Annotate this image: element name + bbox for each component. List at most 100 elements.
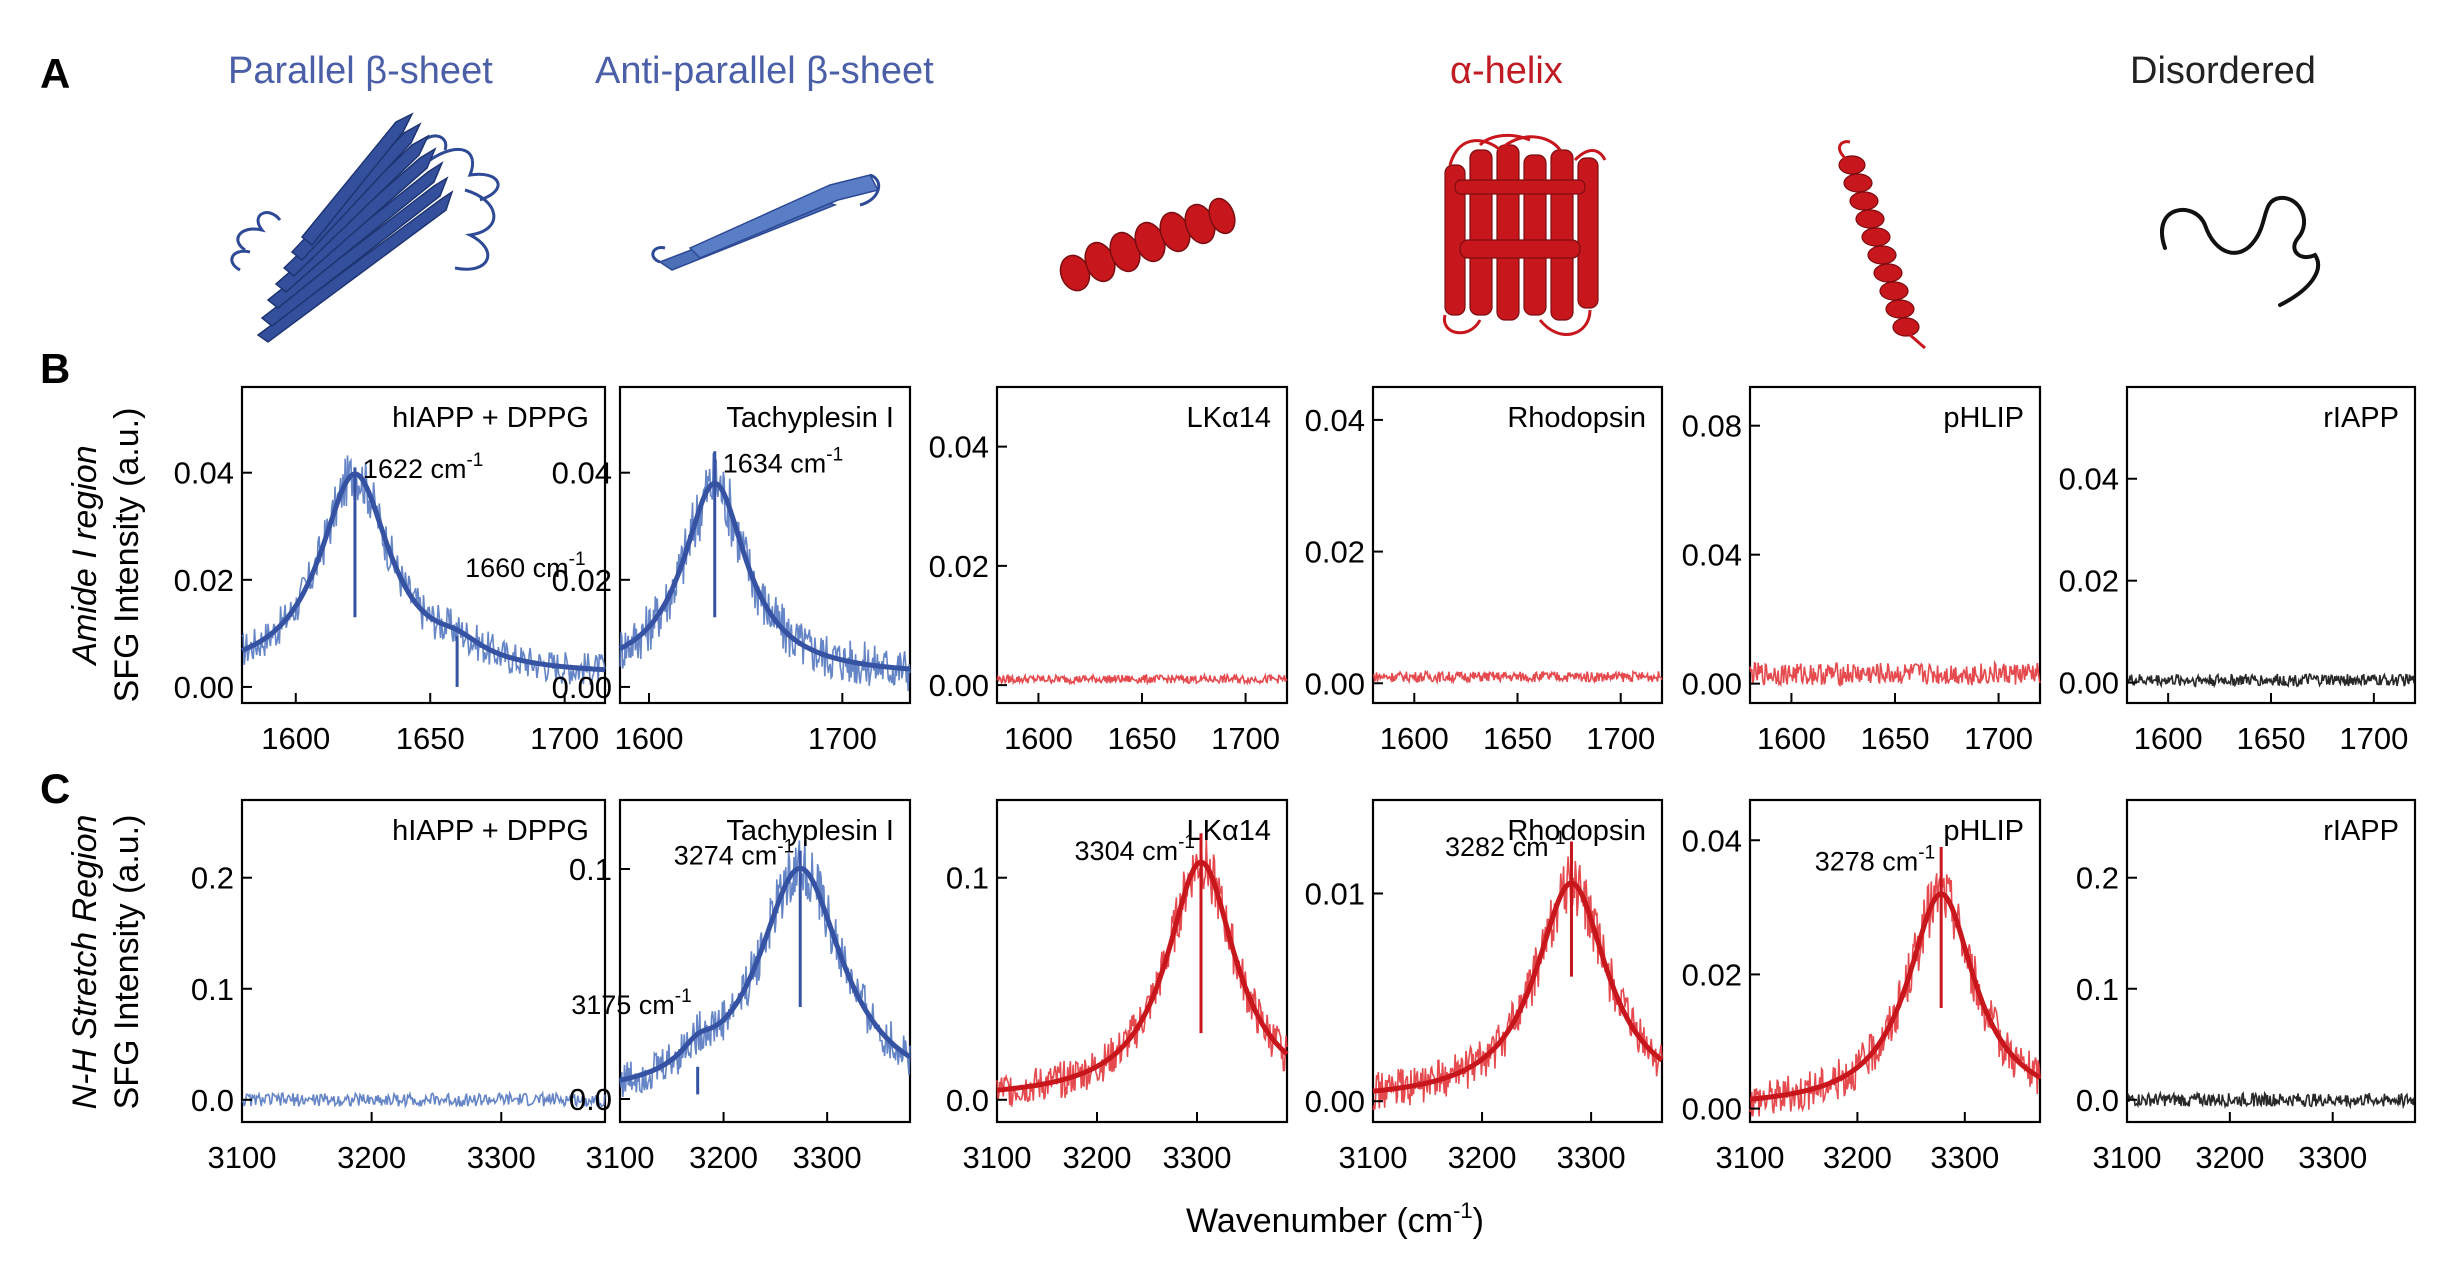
y-tick-label: 0.04 [1305,403,1365,438]
panel-letter-a: A [40,50,71,97]
x-tick-label: 1700 [2339,721,2408,756]
y-tick-label: 0.04 [174,456,234,491]
x-tick-label: 1700 [530,721,599,756]
x-tick-label: 3300 [793,1140,862,1175]
x-axis-label: Wavenumber (cm-1) [1186,1198,1484,1240]
plot-frame [995,385,1289,705]
structure-illustrations [230,112,2321,350]
row-c-label-region: N-H Stretch Region [66,815,104,1110]
row-b-label-region: Amide I region [66,445,104,666]
data-trace [1372,669,1663,686]
data-trace [2126,672,2416,689]
fit-curve [619,865,912,1083]
data-trace [619,453,911,692]
row-b-label-axis: SFG Intensity (a.u.) [108,408,146,703]
y-tick-label: 0.2 [191,861,234,896]
y-tick-label: 0.02 [929,549,989,584]
x-tick-label: 1700 [1586,721,1655,756]
y-tick-label: 0.02 [1305,535,1365,570]
panel-sample-label: hIAPP + DPPG [392,402,589,434]
x-tick-label: 1700 [808,721,877,756]
y-tick-label: 0.00 [552,670,612,705]
row-c-label-axis: SFG Intensity (a.u.) [108,815,146,1110]
peak-annotation: 3175 cm-1 [571,986,691,1020]
x-tick-label: 3200 [1448,1140,1517,1175]
panel-sample-label: Rhodopsin [1507,402,1646,434]
panel-sample-label: pHLIP [1943,402,2024,434]
y-tick-label: 0.01 [1305,876,1365,911]
y-tick-label: 0.00 [1305,1084,1365,1119]
parallel-beta-sheet-illustration [230,112,500,343]
y-tick-label: 0.04 [2059,462,2119,497]
spectrum-panel-b-3: 1600 1650 1700 0.00 0.02 0.04 LKα14 [929,385,1289,756]
plot-frame [1748,798,2042,1124]
x-tick-label: 3200 [689,1140,758,1175]
spectrum-panel-b-4: 1600 1650 1700 0.00 0.02 0.04 Rhodopsin [1305,385,1664,756]
title-alpha-helix: α-helix [1450,50,1563,92]
y-tick-label: 0.04 [552,456,612,491]
y-tick-label: 0.1 [2076,972,2119,1007]
data-trace [1372,856,1663,1111]
plot-frame [1748,385,2042,705]
x-tick-label: 3300 [1557,1140,1626,1175]
y-tick-label: 0.02 [174,563,234,598]
x-tick-label: 3300 [2298,1140,2367,1175]
y-tick-label: 0.04 [1682,538,1742,573]
y-tick-label: 0.00 [1682,1092,1742,1127]
lk-alpha14-helix-illustration [1059,197,1236,292]
fit-curve [241,471,606,673]
x-tick-label: 1600 [1004,721,1073,756]
peak-annotation: 3282 cm-1 [1445,828,1565,862]
x-tick-label: 1700 [1964,721,2033,756]
y-tick-label: 0.0 [946,1083,989,1118]
x-tick-label: 3100 [963,1140,1032,1175]
x-tick-label: 1650 [1483,721,1552,756]
y-tick-label: 0.1 [946,861,989,896]
y-tick-label: 0.00 [174,670,234,705]
x-tick-label: 1600 [1757,721,1826,756]
peak-annotation: 1622 cm-1 [363,450,483,484]
x-tick-label: 3300 [1163,1140,1232,1175]
y-tick-label: 0.00 [1305,666,1365,701]
x-tick-label: 3200 [1063,1140,1132,1175]
x-tick-label: 3200 [337,1140,406,1175]
spectrum-panel-c-6: 3100 3200 3300 0.0 0.1 0.2 rIAPP [2076,798,2417,1175]
title-disordered: Disordered [2130,50,2316,92]
y-tick-label: 0.0 [2076,1083,2119,1118]
plot-frame [1371,385,1664,705]
data-trace [619,840,911,1097]
y-tick-label: 0.1 [191,972,234,1007]
x-tick-label: 1600 [615,721,684,756]
x-tick-label: 1600 [261,721,330,756]
panel-sample-label: rIAPP [2323,815,2399,847]
spectrum-panel-b-1: 1600 1650 1700 0.00 0.02 0.04 hIAPP + DPPG 1622… [174,385,607,756]
panel-sample-label: Rhodopsin [1507,815,1646,847]
panel-sample-label: LKα14 [1187,815,1272,847]
panel-letter-b: B [40,345,71,392]
data-trace [996,671,1288,686]
spectrum-panel-c-1: 3100 3200 3300 0.0 0.1 0.2 hIAPP + DPPG [191,798,607,1175]
x-tick-label: 1700 [1211,721,1280,756]
fit-curve [1372,880,1664,1094]
x-tick-label: 3100 [586,1140,655,1175]
x-tick-label: 3100 [208,1140,277,1175]
anti-parallel-beta-sheet-illustration [651,173,881,271]
x-tick-label: 3100 [1339,1140,1408,1175]
peak-annotation: 1634 cm-1 [723,445,843,479]
x-tick-label: 3300 [467,1140,536,1175]
plot-frame [618,798,912,1124]
plot-frame [995,798,1289,1124]
plot-frame [240,798,607,1124]
data-trace [2126,1090,2416,1110]
spectrum-panel-b-5: 1600 1650 1700 0.00 0.04 0.08 pHLIP [1682,385,2042,756]
y-tick-label: 0.04 [929,430,989,465]
y-tick-label: 0.02 [2059,564,2119,599]
y-tick-label: 0.2 [2076,861,2119,896]
title-anti-parallel-beta-sheet: Anti-parallel β-sheet [595,50,934,92]
